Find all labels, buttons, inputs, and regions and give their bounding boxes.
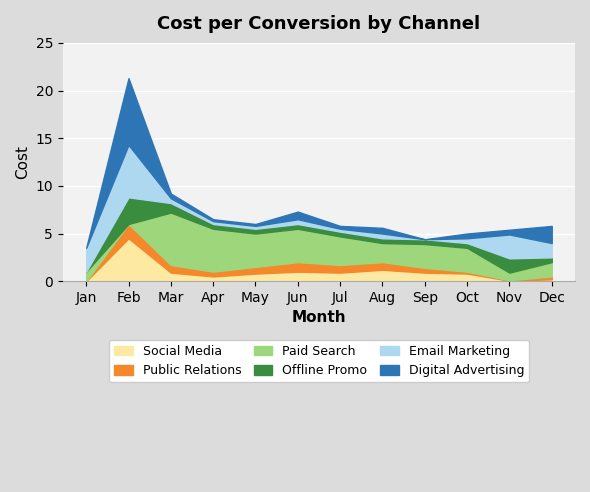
- Title: Cost per Conversion by Channel: Cost per Conversion by Channel: [158, 15, 480, 33]
- Y-axis label: Cost: Cost: [15, 145, 30, 179]
- Legend: Social Media, Public Relations, Paid Search, Offline Promo, Email Marketing, Dig: Social Media, Public Relations, Paid Sea…: [109, 340, 529, 382]
- X-axis label: Month: Month: [291, 310, 346, 326]
